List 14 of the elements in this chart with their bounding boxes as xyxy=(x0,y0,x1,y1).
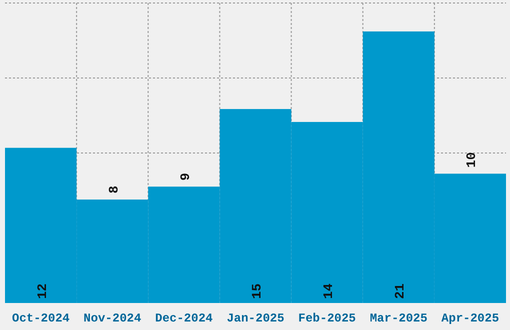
x-tick-label: Mar-2025 xyxy=(370,312,428,326)
data-label: 9 xyxy=(178,172,193,181)
x-tick-label: Apr-2025 xyxy=(441,312,500,326)
x-tick-label: Feb-2025 xyxy=(298,312,356,326)
data-label: 10 xyxy=(464,152,480,168)
x-tick-label: Dec-2024 xyxy=(155,312,213,326)
data-label: 15 xyxy=(250,283,264,299)
x-tick-label: Oct-2024 xyxy=(12,312,70,326)
data-label: 8 xyxy=(106,186,122,194)
x-tick-label: Nov-2024 xyxy=(84,312,142,326)
x-tick-label: Jan-2025 xyxy=(226,312,284,326)
data-label: 21 xyxy=(392,283,408,299)
data-label: 12 xyxy=(34,283,50,299)
data-label: 14 xyxy=(321,283,336,299)
